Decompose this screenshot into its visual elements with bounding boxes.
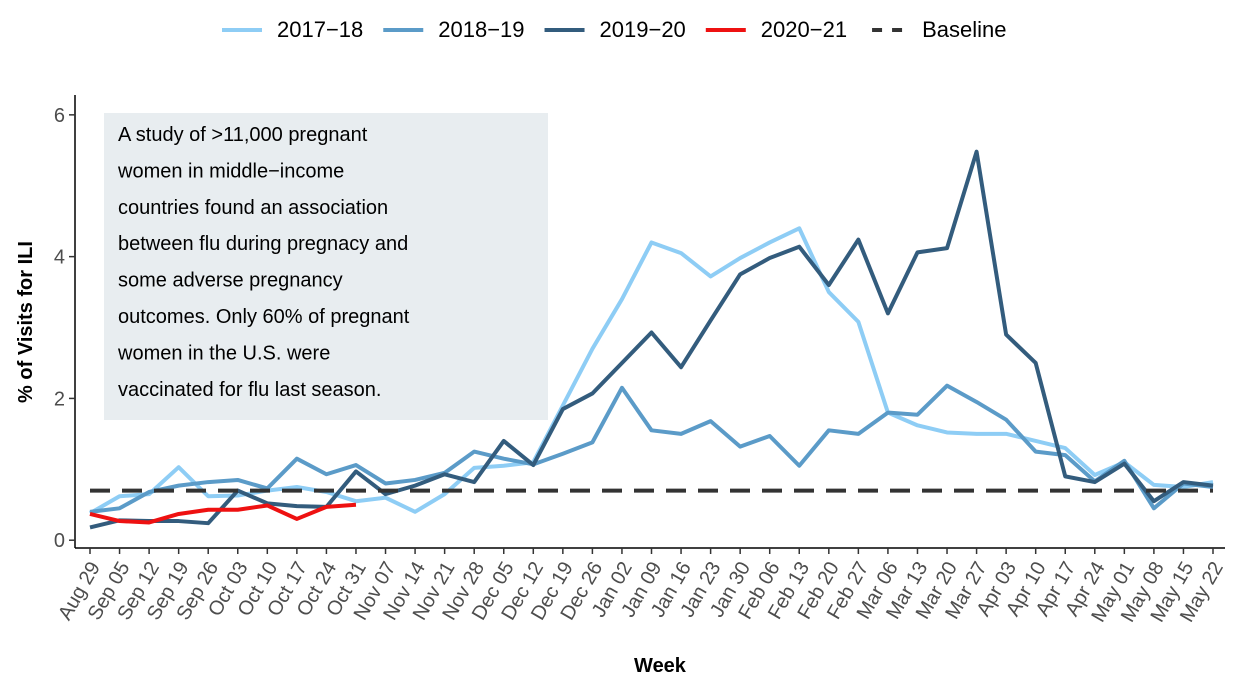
y-tick-label: 2 (54, 388, 65, 410)
annotation-line: countries found an association (118, 197, 388, 219)
legend-label: 2019−20 (600, 17, 686, 42)
annotation-line: A study of >11,000 pregnant (118, 124, 368, 146)
annotation-line: some adverse pregnancy (118, 270, 343, 292)
legend-label: 2018−19 (438, 17, 524, 42)
x-axis-title: Week (634, 655, 687, 677)
annotation-line: women in middle−income (117, 160, 344, 182)
y-tick-label: 0 (54, 530, 65, 552)
annotation-line: between flu during pregnacy and (118, 233, 408, 255)
legend-label: 2017−18 (277, 17, 363, 42)
y-tick-label: 6 (54, 105, 65, 127)
series-line (89, 383, 1214, 514)
series-line (89, 502, 357, 525)
annotation-line: outcomes. Only 60% of pregnant (118, 306, 410, 328)
annotation-box (104, 113, 548, 420)
y-axis-title: % of Visits for ILI (15, 241, 37, 403)
annotation-line: women in the U.S. were (117, 342, 330, 364)
series-line (89, 149, 1214, 530)
y-tick-label: 4 (54, 247, 65, 269)
legend-label: Baseline (922, 17, 1006, 42)
legend-label: 2020−21 (761, 17, 847, 42)
annotation-line: vaccinated for flu last season. (118, 379, 381, 401)
